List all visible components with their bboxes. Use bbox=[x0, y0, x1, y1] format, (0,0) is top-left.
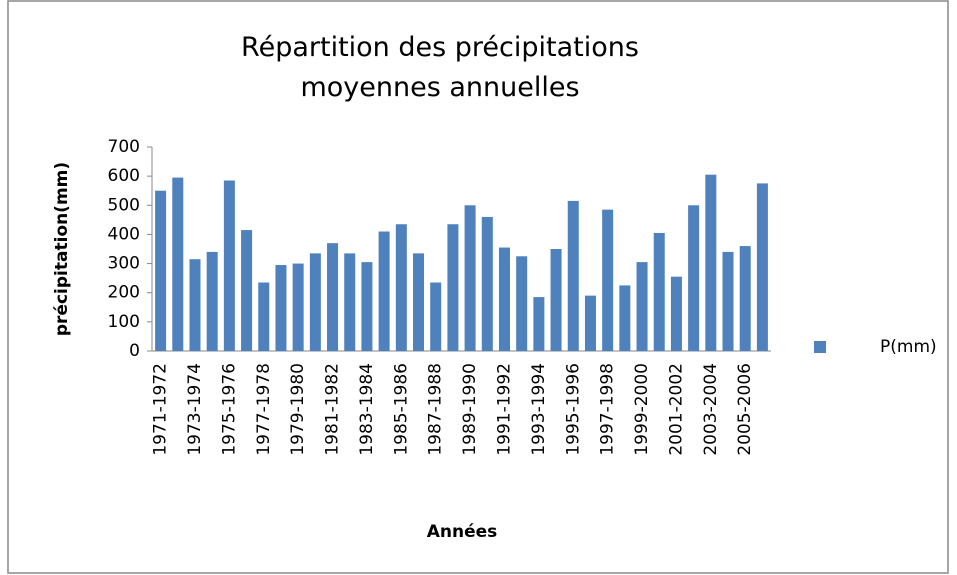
y-axis-label: précipitation(mm) bbox=[52, 162, 72, 336]
bar bbox=[636, 262, 648, 351]
bar bbox=[172, 177, 184, 351]
y-tick-label: 200 bbox=[108, 283, 140, 303]
bar bbox=[550, 249, 562, 351]
bar bbox=[516, 256, 528, 351]
x-tick-label: 2001-2002 bbox=[666, 363, 686, 456]
bar bbox=[206, 251, 218, 351]
bar bbox=[292, 263, 304, 351]
chart-title: Répartition des précipitations moyennes … bbox=[241, 32, 639, 103]
bar bbox=[413, 253, 425, 351]
bar bbox=[653, 232, 665, 351]
bar bbox=[464, 205, 476, 351]
x-tick-label: 1977-1978 bbox=[254, 363, 274, 456]
bar bbox=[567, 200, 579, 351]
chart-border bbox=[7, 0, 949, 574]
x-tick-label: 1973-1974 bbox=[185, 363, 205, 456]
bar bbox=[688, 205, 700, 351]
bar bbox=[223, 180, 235, 351]
x-tick-label: 1985-1986 bbox=[391, 363, 411, 456]
x-tick-label: 1991-1992 bbox=[494, 363, 514, 456]
x-axis-label: Années bbox=[427, 522, 498, 542]
x-tick-label: 1983-1984 bbox=[357, 363, 377, 456]
bar bbox=[584, 295, 596, 351]
y-tick-label: 400 bbox=[108, 224, 140, 244]
bar bbox=[275, 265, 287, 351]
bar bbox=[739, 246, 751, 351]
bar bbox=[533, 297, 545, 351]
bar bbox=[155, 190, 167, 351]
bar bbox=[241, 230, 253, 351]
legend-label: P(mm) bbox=[880, 337, 937, 357]
legend-swatch bbox=[814, 341, 826, 353]
bar bbox=[705, 174, 717, 351]
bar bbox=[430, 282, 442, 351]
x-tick-label: 1993-1994 bbox=[529, 363, 549, 456]
x-tick-label: 1975-1976 bbox=[219, 363, 239, 456]
bar bbox=[395, 224, 407, 351]
x-tick-label: 1971-1972 bbox=[151, 363, 171, 456]
bar bbox=[378, 231, 390, 351]
bar bbox=[344, 253, 356, 351]
x-tick-label: 2003-2004 bbox=[701, 363, 721, 456]
y-tick-label: 500 bbox=[108, 195, 140, 215]
y-tick-label: 300 bbox=[108, 254, 140, 274]
bar bbox=[327, 243, 339, 351]
bar bbox=[258, 282, 270, 351]
bar bbox=[481, 216, 493, 351]
bar bbox=[447, 224, 459, 351]
bar bbox=[756, 183, 768, 351]
y-tick-label: 0 bbox=[129, 341, 140, 361]
bar bbox=[498, 247, 510, 351]
x-tick-label: 1981-1982 bbox=[323, 363, 343, 456]
bar bbox=[189, 259, 201, 351]
bar bbox=[619, 285, 631, 351]
x-tick-label: 1997-1998 bbox=[598, 363, 618, 456]
x-tick-label: 1979-1980 bbox=[288, 363, 308, 456]
x-tick-label: 1989-1990 bbox=[460, 363, 480, 456]
x-tick-label: 1995-1996 bbox=[563, 363, 583, 456]
x-tick-label: 1999-2000 bbox=[632, 363, 652, 456]
y-tick-label: 700 bbox=[108, 137, 140, 157]
x-tick-label: 2005-2006 bbox=[735, 363, 755, 456]
bar bbox=[361, 262, 373, 351]
x-tick-label: 1987-1988 bbox=[426, 363, 446, 456]
bar bbox=[602, 209, 614, 351]
bar bbox=[670, 276, 682, 351]
y-tick-label: 100 bbox=[108, 312, 140, 332]
bar bbox=[722, 251, 734, 351]
y-tick-label: 600 bbox=[108, 166, 140, 186]
bar bbox=[309, 253, 321, 351]
